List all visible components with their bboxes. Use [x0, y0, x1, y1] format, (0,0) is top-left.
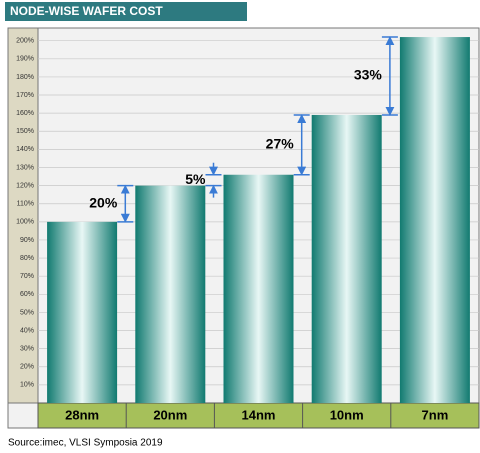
- y-tick-label: 130%: [16, 164, 34, 171]
- x-tick-label: 7nm: [422, 407, 449, 422]
- annotation: 27%: [266, 136, 295, 152]
- x-tick-label: 20nm: [153, 407, 187, 422]
- y-tick-label: 140%: [16, 146, 34, 153]
- annotation: 20%: [89, 194, 118, 210]
- y-tick-label: 110%: [17, 201, 34, 208]
- bar: [47, 221, 118, 403]
- bar: [399, 37, 470, 403]
- y-tick-label: 100%: [16, 219, 34, 226]
- y-tick-label: 150%: [16, 128, 34, 135]
- x-tick-label: 28nm: [65, 407, 99, 422]
- y-tick-label: 180%: [16, 74, 34, 81]
- x-tick-label: 14nm: [242, 407, 276, 422]
- y-tick-label: 170%: [16, 92, 34, 99]
- y-tick-label: 40%: [20, 327, 34, 334]
- y-tick-label: 190%: [16, 56, 34, 63]
- y-tick-label: 160%: [16, 110, 34, 117]
- bar: [311, 114, 382, 404]
- bar: [223, 174, 294, 403]
- annotation: 5%: [185, 171, 206, 187]
- annotation: 33%: [354, 67, 383, 83]
- y-tick-label: 30%: [20, 345, 34, 352]
- source-note: Source:imec, VLSI Symposia 2019: [8, 438, 163, 449]
- y-tick-label: 20%: [20, 364, 34, 371]
- x-tick-label: 10nm: [330, 407, 364, 422]
- y-tick-label: 90%: [20, 237, 34, 244]
- y-tick-label: 200%: [16, 38, 34, 45]
- y-tick-label: 70%: [20, 273, 34, 280]
- chart-title: NODE-WISE WAFER COST: [10, 4, 163, 18]
- y-tick-label: 80%: [20, 255, 34, 262]
- y-tick-label: 50%: [20, 309, 34, 316]
- title-bar: [5, 2, 247, 21]
- y-tick-label: 60%: [20, 291, 34, 298]
- bar: [135, 185, 206, 403]
- y-tick-label: 120%: [16, 182, 34, 189]
- category-row: [37, 402, 480, 429]
- y-axis-panel: [7, 27, 39, 404]
- y-tick-label: 10%: [20, 382, 34, 389]
